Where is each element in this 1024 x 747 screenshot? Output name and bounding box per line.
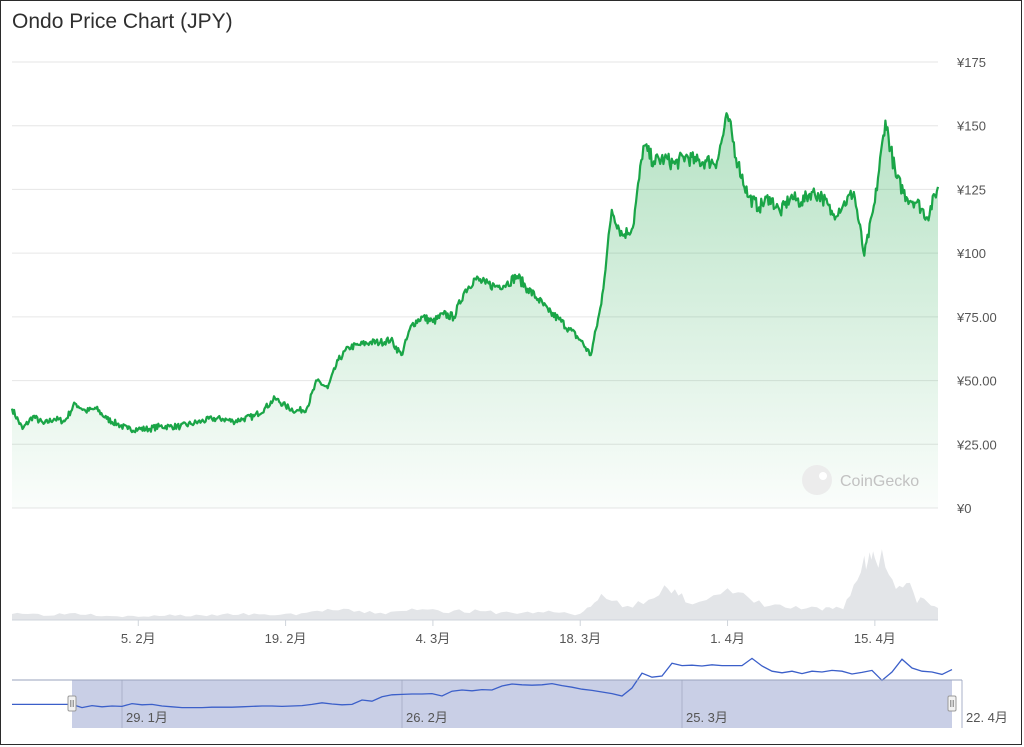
navigator-right-handle[interactable] [947, 695, 957, 712]
x-tick-label: 5. 2月 [121, 631, 156, 646]
navigator-tick-label: 22. 4月 [966, 710, 1008, 725]
navigator-series-line [12, 657, 953, 709]
x-axis-labels: 5. 2月 19. 2月 4. 3月 18. 3月 1. 4月 15. 4月 [121, 620, 896, 646]
price-line[interactable] [10, 112, 940, 434]
navigator-tick-label: 26. 2月 [406, 710, 448, 725]
x-tick-label: 18. 3月 [559, 631, 601, 646]
y-tick-label: ¥125 [956, 182, 986, 197]
x-tick-label: 1. 4月 [710, 631, 745, 646]
navigator-tick-label: 25. 3月 [686, 710, 728, 725]
x-tick-label: 19. 2月 [265, 631, 307, 646]
coingecko-logo-icon [802, 465, 832, 495]
y-tick-label: ¥0 [956, 501, 971, 516]
y-tick-label: ¥150 [956, 119, 986, 134]
y-tick-label: ¥175 [956, 55, 986, 70]
y-tick-label: ¥50.00 [956, 374, 997, 389]
x-tick-label: 4. 3月 [416, 631, 451, 646]
price-area-fill [12, 113, 938, 508]
navigator-selected-range[interactable] [72, 680, 952, 728]
y-tick-label: ¥100 [956, 246, 986, 261]
x-tick-label: 15. 4月 [854, 631, 896, 646]
volume-area [12, 549, 938, 620]
chart-title: Ondo Price Chart (JPY) [12, 10, 233, 33]
navigator-left-handle[interactable] [67, 695, 77, 712]
range-navigator[interactable]: 29. 1月 26. 2月 25. 3月 22. 4月 [12, 657, 1008, 728]
y-axis-labels: ¥0 ¥25.00 ¥50.00 ¥75.00 ¥100 ¥125 ¥150 ¥175 [956, 55, 997, 516]
watermark-text: CoinGecko [840, 473, 919, 490]
coingecko-watermark: CoinGecko [802, 465, 919, 495]
y-tick-label: ¥25.00 [956, 437, 997, 452]
volume-shape [12, 549, 938, 620]
navigator-tick-label: 29. 1月 [126, 710, 168, 725]
y-tick-label: ¥75.00 [956, 310, 997, 325]
price-series[interactable] [10, 112, 940, 508]
